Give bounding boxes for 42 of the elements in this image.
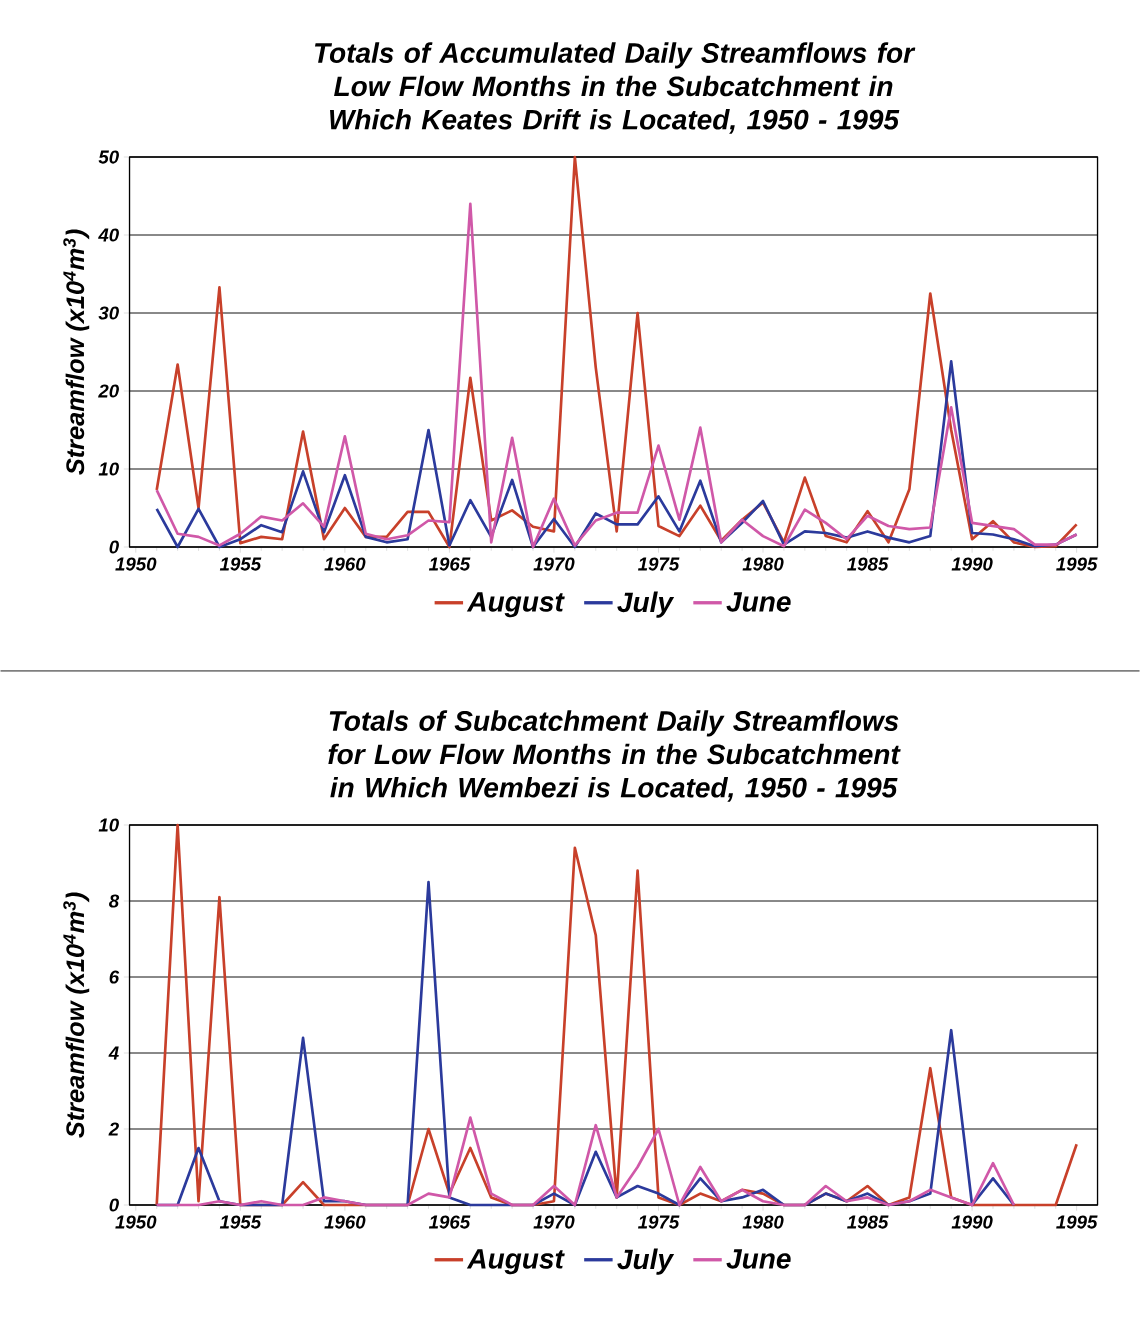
y-tick-label: 10 [98, 818, 119, 832]
legend-label: August [466, 592, 565, 618]
y-tick-label: 0 [109, 540, 119, 554]
x-tick-label: 1995 [1056, 1215, 1098, 1229]
y-tick-label: 50 [98, 150, 119, 164]
x-tick-label: 1955 [219, 1215, 262, 1229]
x-tick-label: 1985 [847, 557, 889, 571]
x-tick-label: 1990 [951, 1215, 993, 1229]
x-tick-label: 1965 [428, 1215, 471, 1229]
y-axis-title: Streamflow (x10$^{4}$m$^{3}$) [63, 892, 90, 1138]
y-tick-label: 30 [98, 306, 119, 320]
chart-title: Totals of Subcatchment Daily Streamflows for Low Flow Months in the Subcatchment in Which Wembezi is Located, 1950 - 1995 [328, 710, 901, 802]
x-tick-label: 1955 [219, 557, 262, 571]
x-tick-label: 1975 [637, 557, 680, 571]
y-tick-label: 10 [98, 462, 119, 476]
y-tick-label: 2 [108, 1122, 119, 1136]
y-tick-label: 4 [108, 1046, 119, 1060]
y-tick-label: 8 [108, 894, 120, 908]
legend-label: July [617, 1248, 675, 1275]
x-tick-label: 1960 [324, 557, 366, 571]
legend-label: July [617, 591, 675, 618]
x-tick-label: 1970 [533, 1215, 575, 1229]
x-tick-label: 1975 [637, 1215, 680, 1229]
y-tick-label: 6 [109, 970, 120, 984]
x-tick-label: 1965 [428, 557, 471, 571]
x-tick-label: 1970 [533, 557, 575, 571]
legend-label: June [726, 1249, 791, 1269]
legend-label: August [466, 1249, 565, 1275]
x-tick-label: 1950 [115, 557, 157, 571]
x-tick-label: 1995 [1056, 557, 1098, 571]
x-tick-label: 1980 [742, 557, 784, 571]
x-tick-label: 1960 [324, 1215, 366, 1229]
y-axis-title: Streamflow (x10$^{4}$m$^{3}$) [63, 229, 90, 475]
legend-label: June [726, 592, 791, 612]
x-tick-label: 1950 [115, 1215, 157, 1229]
chart-title: Totals of Accumulated Daily Streamflows for Low Flow Months in the Subcatchment in Which Keates Drift is Located, 1950 - 1995 [314, 42, 916, 134]
y-tick-label: 40 [98, 228, 119, 242]
x-tick-label: 1985 [847, 1215, 889, 1229]
x-tick-label: 1980 [742, 1215, 784, 1229]
x-tick-label: 1990 [951, 557, 993, 571]
y-tick-label: 0 [109, 1198, 119, 1212]
y-tick-label: 20 [98, 384, 119, 398]
